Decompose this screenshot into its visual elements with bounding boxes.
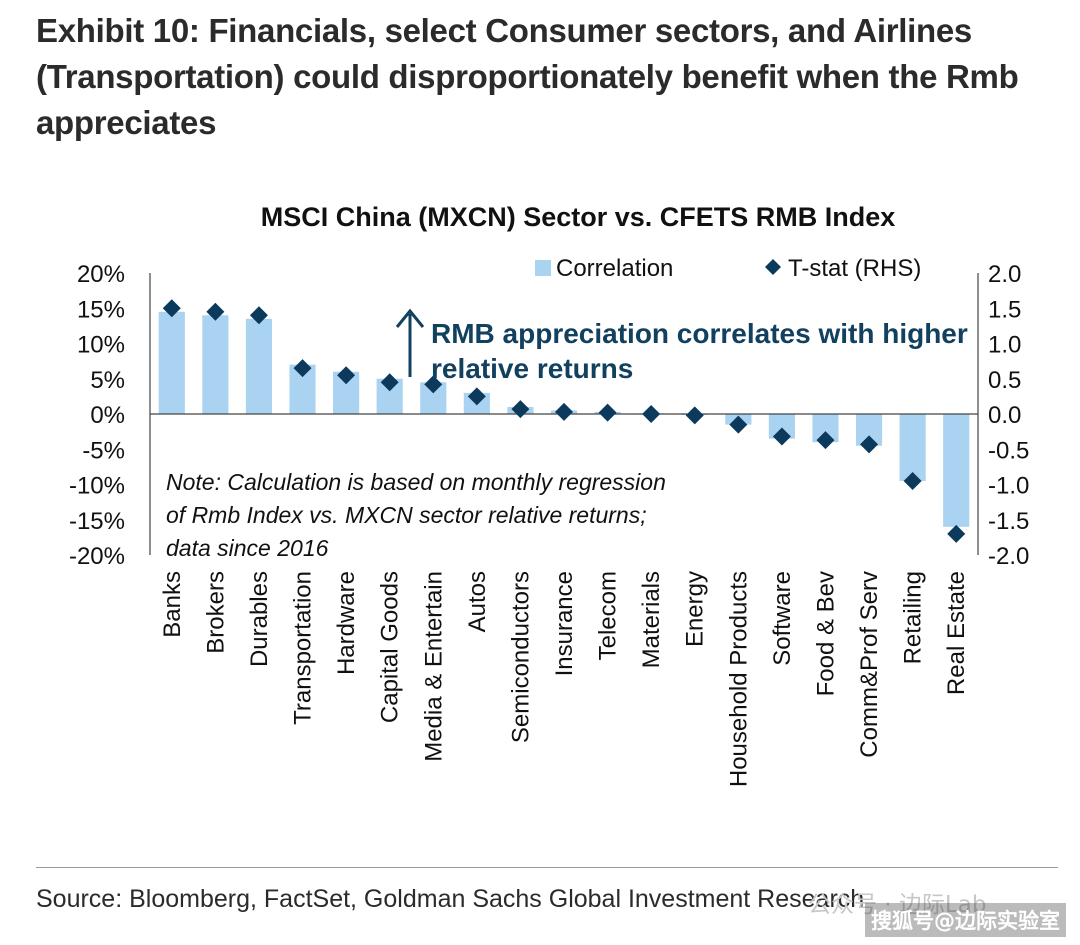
legend-swatch-tstat: [765, 259, 781, 275]
x-category-label: Software: [769, 571, 796, 666]
x-category-label: Real Estate: [943, 571, 970, 695]
annotation-line-1: RMB appreciation correlates with higher: [431, 318, 968, 349]
y-right-tick-label: -0.5: [988, 437, 1029, 464]
tstat-marker: [598, 403, 617, 422]
y-right-tick-label: 0.5: [988, 367, 1021, 394]
y-left-tick-label: 0%: [90, 402, 125, 429]
note-line: data since 2016: [166, 535, 329, 561]
annotation-arrow-head: [395, 308, 425, 328]
exhibit-title: Exhibit 10: Financials, select Consumer …: [36, 12, 1019, 141]
tstat-marker: [729, 415, 748, 434]
watermark-badge: 搜狐号@边际实验室: [865, 903, 1066, 937]
tstat-marker: [903, 471, 922, 490]
tstat-marker: [206, 302, 225, 321]
tstat-marker: [293, 359, 312, 378]
x-category-label: Banks: [159, 571, 186, 638]
x-category-label: Materials: [638, 571, 665, 668]
x-category-label: Brokers: [202, 571, 229, 654]
correlation-bar: [899, 414, 926, 481]
y-left-tick-label: 5%: [90, 367, 125, 394]
legend-swatch-correlation: [535, 260, 551, 276]
y-left-tick-label: 10%: [77, 332, 125, 359]
tstat-marker: [380, 373, 399, 392]
tstat-marker: [947, 524, 966, 543]
x-category-label: Capital Goods: [377, 571, 404, 723]
correlation-bar: [202, 315, 229, 414]
tstat-marker: [860, 435, 879, 454]
y-left-tick-label: 20%: [77, 261, 125, 288]
x-category-label: Transportation: [290, 571, 317, 725]
correlation-bar: [943, 414, 970, 527]
tstat-marker: [424, 375, 443, 394]
x-category-label: Retailing: [900, 571, 927, 664]
note-line: Note: Calculation is based on monthly re…: [166, 469, 666, 495]
x-category-label: Household Products: [725, 571, 752, 787]
y-right-tick-label: 2.0: [988, 261, 1021, 288]
tstat-marker: [555, 402, 573, 421]
y-right-tick-label: 0.0: [988, 402, 1021, 429]
watermark-text: 公众号 · 边际Lab: [808, 892, 987, 918]
tstat-marker: [467, 387, 486, 406]
chart: MSCI China (MXCN) Sector vs. CFETS RMB I…: [69, 202, 1029, 787]
tstat-marker: [685, 406, 704, 425]
correlation-bar: [158, 311, 185, 414]
y-right-tick-label: -1.5: [988, 508, 1029, 535]
legend-label-correlation: Correlation: [556, 255, 673, 282]
tstat-marker: [772, 427, 791, 446]
y-right-tick-label: -1.0: [988, 473, 1029, 500]
x-category-label: Energy: [682, 571, 709, 647]
x-category-label: Insurance: [551, 571, 578, 676]
y-left-tick-label: -10%: [69, 473, 125, 500]
legend-label-tstat: T-stat (RHS): [788, 255, 921, 282]
y-left-tick-label: -5%: [82, 437, 125, 464]
x-category-label: Hardware: [333, 571, 360, 675]
tstat-marker: [511, 400, 530, 419]
x-category-label: Comm&Prof Serv: [856, 571, 883, 758]
x-category-label: Semiconductors: [507, 571, 534, 743]
correlation-bar: [245, 318, 273, 414]
note-line: of Rmb Index vs. MXCN sector relative re…: [166, 502, 647, 528]
x-category-label: Media & Entertain: [420, 571, 447, 762]
y-right-tick-label: -2.0: [988, 543, 1029, 570]
footer-divider: [36, 867, 1058, 868]
tstat-marker: [249, 306, 268, 325]
x-category-label: Food & Bev: [812, 571, 839, 696]
tstat-marker: [816, 431, 835, 450]
tstat-marker: [642, 405, 661, 423]
tstat-marker: [162, 299, 181, 318]
x-category-label: Autos: [464, 571, 491, 632]
y-left-tick-label: -15%: [69, 508, 125, 535]
y-left-tick-label: -20%: [69, 543, 125, 570]
y-right-tick-label: 1.0: [988, 332, 1021, 359]
annotation-line-2: relative returns: [431, 353, 633, 384]
y-right-tick-label: 1.5: [988, 296, 1021, 323]
source-note: Source: Bloomberg, FactSet, Goldman Sach…: [36, 885, 865, 913]
x-category-label: Telecom: [595, 571, 622, 660]
chart-title: MSCI China (MXCN) Sector vs. CFETS RMB I…: [261, 202, 896, 232]
y-left-tick-label: 15%: [77, 296, 125, 323]
x-category-label: Durables: [246, 571, 273, 667]
tstat-marker: [337, 366, 356, 385]
